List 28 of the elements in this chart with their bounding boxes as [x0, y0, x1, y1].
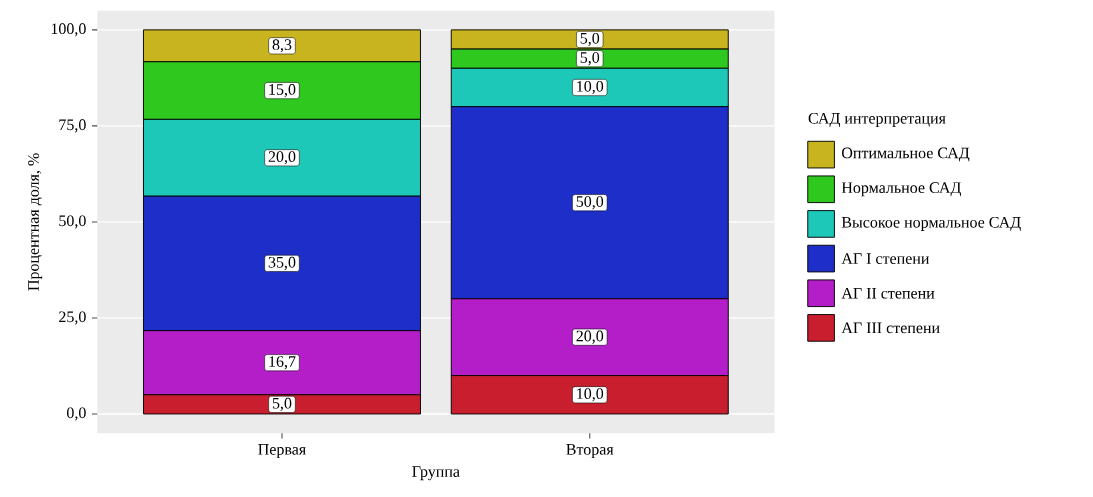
x-tick-label: Первая	[258, 444, 306, 458]
data-label: 16,7	[269, 356, 296, 370]
data-label: 20,0	[576, 330, 604, 344]
legend-label: Оптимальное САД	[841, 147, 970, 162]
legend-label: АГ III степени	[841, 322, 940, 334]
y-axis-title: Процентная доля, %	[28, 153, 43, 291]
data-label: 35,0	[268, 256, 296, 270]
y-tick-label: 75,0	[59, 119, 86, 133]
x-tick-label: Вторая	[566, 444, 614, 458]
y-tick-label: 50,0	[59, 215, 86, 229]
data-label: 5,0	[580, 32, 600, 46]
data-label: 8,3	[272, 39, 292, 53]
legend-label: Высокое нормальное САД	[841, 216, 1021, 231]
data-label: 20,0	[268, 151, 296, 165]
data-label: 15,0	[269, 83, 296, 98]
legend-label: АГ II степени	[841, 287, 935, 299]
y-tick-label: 100,0	[51, 23, 86, 37]
data-label: 10,0	[577, 388, 604, 402]
legend-label: АГ I степени	[841, 253, 930, 264]
y-tick-label: 0,0	[67, 407, 86, 421]
x-axis-title: Группа	[412, 466, 460, 481]
data-label: 5,0	[580, 52, 600, 66]
legend-title: САД интерпретация	[808, 112, 946, 127]
data-label: 10,0	[577, 80, 604, 94]
data-label: 50,0	[576, 196, 604, 210]
y-tick-label: 25,0	[59, 311, 86, 325]
data-label: 5,0	[272, 397, 292, 411]
legend-label: Нормальное САД	[841, 182, 961, 197]
